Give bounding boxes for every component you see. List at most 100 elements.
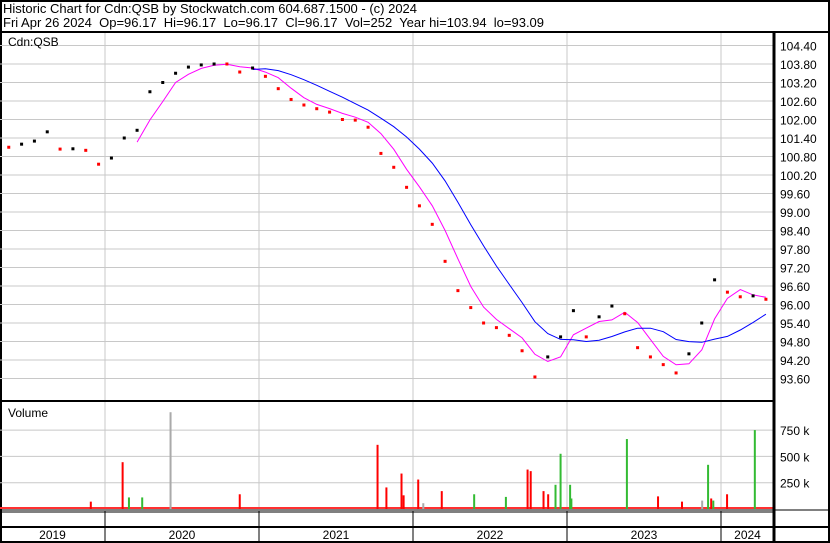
volume-bar [570,498,573,509]
price-tick-label: 104.40 [780,40,817,54]
volume-bar [376,444,379,509]
volume-bar [712,500,715,509]
volume-bar [402,495,405,509]
price-point [84,148,88,152]
volume-bar [726,494,729,509]
quote-summary: Fri Apr 26 2024 Op=96.17 Hi=96.17 Lo=96.… [3,15,545,30]
price-point [597,315,601,319]
price-point [392,165,396,169]
price-point [687,352,691,356]
price-point [20,142,24,146]
price-point [340,118,344,121]
volume-bar [625,439,628,509]
price-point [263,74,267,78]
price-tick-label: 98.40 [780,225,810,239]
volume-bar [547,494,550,509]
price-point [482,321,486,325]
price-tick-label: 100.20 [780,169,817,183]
year-label: 2019 [39,528,66,542]
price-point [636,346,640,350]
price-point [417,204,421,208]
volume-bar [238,494,241,509]
volume-bar [127,497,130,509]
price-point [674,371,678,375]
volume-bar [504,496,507,509]
price-point [610,304,614,308]
price-point [122,136,126,140]
volume-bar [554,484,557,509]
volume-bar [169,412,172,509]
volume-bar [89,501,92,509]
volume-bars [0,412,774,509]
volume-bar [385,487,388,509]
price-point [366,125,370,129]
volume-bar [141,497,144,509]
price-point [456,289,460,293]
price-point [58,147,62,151]
price-point [520,349,524,353]
volume-bar [559,453,562,509]
price-point [571,309,575,313]
volume-bar [526,469,529,509]
price-tick-label: 103.20 [780,77,817,91]
year-label: 2023 [631,528,658,542]
volume-bar [681,501,684,509]
price-tick-label: 102.60 [780,95,817,109]
volume-bar [701,500,704,509]
price-tick-label: 93.60 [780,373,810,387]
price-point [289,97,293,101]
price-tick-label: 94.80 [780,336,810,350]
volume-tick-label: 750 k [780,424,810,438]
price-point [238,70,242,74]
volume-bar [473,494,476,509]
volume-bar [417,479,420,509]
year-label: 2020 [169,528,196,542]
year-label: 2022 [477,528,504,542]
price-point [738,295,742,299]
price-tick-label: 94.20 [780,354,810,368]
price-point [45,130,49,134]
price-point [725,290,729,294]
price-tick-label: 101.40 [780,132,817,146]
long-moving-average-line [252,68,767,343]
price-point [559,335,563,339]
price-point [32,139,36,143]
symbol-label: Cdn:QSB [8,35,59,49]
volume-bar [710,498,713,509]
volume-bar [657,496,660,509]
price-point [469,306,473,310]
price-point [135,128,139,132]
axes: 104.40 103.80 103.20 102.60 102.00 101.40 100.… [0,31,830,542]
price-point [379,151,383,155]
price-point [251,66,255,70]
price-point [764,297,768,301]
price-point [302,103,306,107]
volume-bar [529,471,532,509]
moving-averages [136,63,767,366]
price-point [7,145,11,149]
price-point [315,107,319,111]
price-point [225,62,229,66]
price-tick-label: 99.00 [780,206,810,220]
price-point [430,222,434,226]
volume-label: Volume [8,406,48,420]
price-point [97,162,101,166]
price-point [186,65,190,69]
price-point [71,147,75,151]
price-point [751,294,755,298]
volume-bar [569,484,572,509]
price-tick-label: 99.60 [780,188,810,202]
price-point [700,321,704,325]
price-point [533,375,537,379]
price-point [648,355,652,359]
price-point [148,90,152,94]
price-point [109,156,113,160]
volume-bar [121,462,124,509]
volume-bar [753,430,756,509]
short-moving-average-line [136,63,766,366]
price-point [546,355,550,359]
price-point [199,63,203,67]
volume-bar [707,464,710,509]
